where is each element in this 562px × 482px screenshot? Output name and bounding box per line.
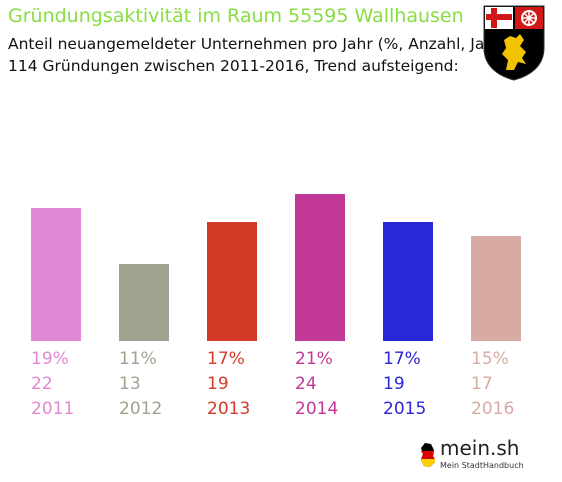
count-label-2013: 19	[207, 374, 229, 394]
value-label-2016: 15%	[471, 349, 509, 369]
bar-2015	[383, 222, 433, 341]
value-label-2015: 17%	[383, 349, 421, 369]
chart-subtitle-line1: Anteil neuangemeldeter Unternehmen pro J…	[8, 35, 507, 53]
bar-2014	[295, 194, 345, 341]
rhineland-palatinate-coat-of-arms-icon	[483, 5, 545, 81]
count-label-2011: 22	[31, 374, 53, 394]
count-label-2012: 13	[119, 374, 141, 394]
category-label-2013: 2013	[207, 399, 250, 419]
value-label-2012: 11%	[119, 349, 157, 369]
count-label-2014: 24	[295, 374, 317, 394]
bar-2013	[207, 222, 257, 341]
value-label-2011: 19%	[31, 349, 69, 369]
category-label-2012: 2012	[119, 399, 162, 419]
bar-2016	[471, 236, 521, 341]
category-label-2016: 2016	[471, 399, 514, 419]
brand-name: mein.sh	[440, 436, 520, 460]
germany-map-icon	[421, 443, 435, 467]
count-label-2015: 19	[383, 374, 405, 394]
bar-2012	[119, 264, 169, 341]
chart-subtitle-line2: 114 Gründungen zwischen 2011-2016, Trend…	[8, 57, 459, 75]
brand-tagline: Mein StadtHandbuch	[440, 461, 524, 470]
value-label-2014: 21%	[295, 349, 333, 369]
value-label-2013: 17%	[207, 349, 245, 369]
count-label-2016: 17	[471, 374, 493, 394]
brand-logo: mein.sh Mein StadtHandbuch	[418, 432, 528, 476]
chart-title: Gründungsaktivität im Raum 55595 Wallhau…	[8, 5, 464, 27]
category-label-2014: 2014	[295, 399, 338, 419]
category-label-2011: 2011	[31, 399, 74, 419]
category-label-2015: 2015	[383, 399, 426, 419]
bar-2011	[31, 208, 81, 341]
